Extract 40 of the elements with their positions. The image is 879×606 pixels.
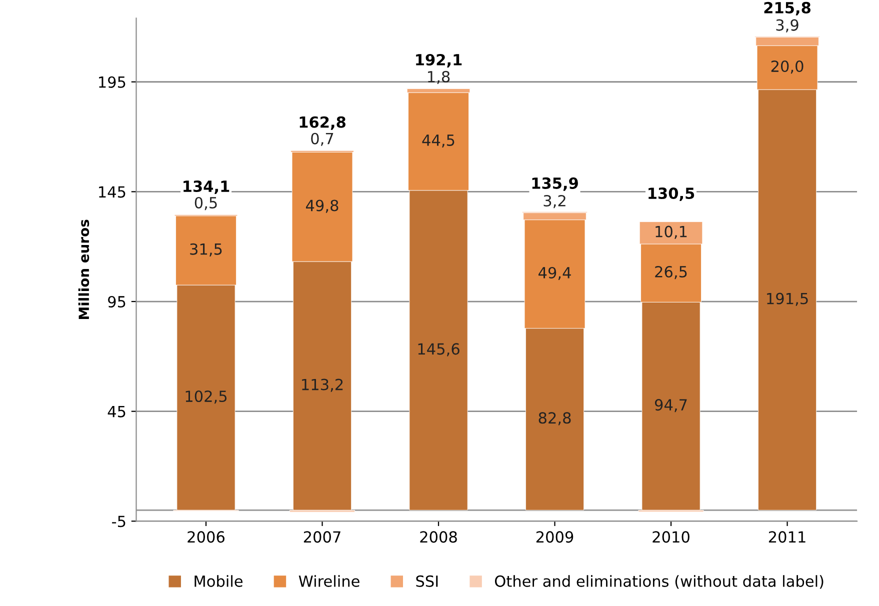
y-tick-label: 45 bbox=[108, 406, 126, 418]
total-label: 162,8 bbox=[300, 116, 346, 130]
total-label: 134,1 bbox=[184, 180, 230, 194]
data-label: 0,7 bbox=[311, 132, 334, 146]
data-label: 94,7 bbox=[654, 399, 687, 412]
y-tick-label: 195 bbox=[99, 76, 126, 88]
x-tick-label: 2008 bbox=[420, 531, 457, 543]
y-tick-label: 95 bbox=[108, 296, 126, 308]
x-tick-label: 2007 bbox=[304, 531, 340, 543]
data-label: 44,5 bbox=[422, 134, 454, 148]
legend-label: Other and eliminations (without data label) bbox=[494, 575, 824, 589]
data-label: 82,8 bbox=[538, 412, 571, 426]
data-label: 26,5 bbox=[655, 266, 687, 280]
total-label: 130,5 bbox=[648, 188, 694, 202]
data-label: 113,2 bbox=[302, 378, 343, 392]
data-label: 49,8 bbox=[306, 200, 338, 213]
x-tick-label: 2011 bbox=[768, 531, 806, 543]
x-tick-label: 2009 bbox=[536, 531, 574, 543]
total-label: 215,8 bbox=[764, 2, 810, 16]
legend-label: Wireline bbox=[298, 575, 360, 587]
legend-label: Mobile bbox=[194, 575, 242, 587]
data-label: 191,5 bbox=[767, 292, 808, 306]
data-label: 102,5 bbox=[186, 390, 227, 404]
data-label: 0,5 bbox=[194, 196, 217, 210]
data-label: 49,4 bbox=[538, 266, 571, 280]
total-label: 135,9 bbox=[532, 177, 578, 191]
x-tick-label: 2010 bbox=[652, 531, 690, 543]
y-tick-label: -5 bbox=[112, 516, 126, 528]
data-label: 10,1 bbox=[656, 226, 687, 239]
data-label: 1,8 bbox=[428, 70, 450, 84]
data-label: 3,2 bbox=[544, 194, 566, 208]
total-label: 192,1 bbox=[416, 54, 462, 68]
x-tick-label: 2006 bbox=[188, 531, 224, 543]
legend-label: SSI bbox=[416, 575, 438, 587]
y-axis-title: Million euros bbox=[78, 220, 90, 319]
data-label: 3,9 bbox=[776, 19, 798, 32]
y-tick-label: 145 bbox=[99, 186, 126, 198]
data-label: 31,5 bbox=[190, 243, 222, 256]
data-label: 145,6 bbox=[418, 343, 460, 356]
data-label: 20,0 bbox=[771, 60, 804, 74]
